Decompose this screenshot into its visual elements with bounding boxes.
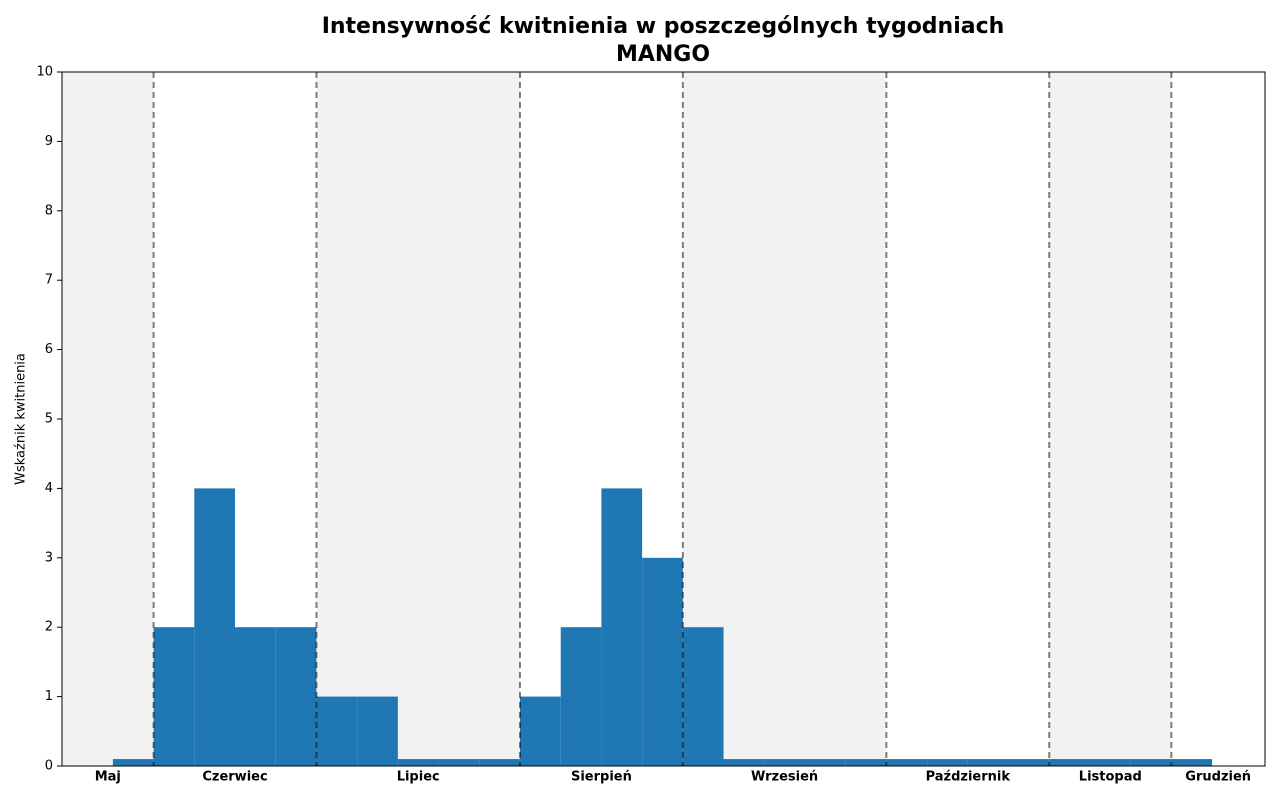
- month-band: [1049, 72, 1172, 766]
- y-tick-label: 10: [36, 65, 53, 80]
- bar: [886, 759, 928, 766]
- bar: [723, 759, 765, 766]
- bar: [845, 759, 887, 766]
- month-label: Październik: [926, 770, 1011, 785]
- y-tick-label: 6: [45, 342, 53, 357]
- month-label: Wrzesień: [751, 770, 818, 785]
- bar: [357, 696, 398, 766]
- bar: [764, 759, 805, 766]
- y-tick-label: 9: [45, 134, 53, 149]
- month-label: Grudzień: [1185, 770, 1251, 785]
- y-tick-label: 0: [45, 759, 53, 774]
- bar: [438, 759, 480, 766]
- bar: [479, 759, 520, 766]
- chart-subtitle: MANGO: [616, 42, 710, 67]
- bar: [235, 627, 276, 766]
- bar: [519, 696, 561, 766]
- bar: [560, 627, 602, 766]
- bar: [194, 488, 236, 766]
- bar: [804, 759, 846, 766]
- bar: [1171, 759, 1213, 766]
- bar: [275, 627, 317, 766]
- bar: [927, 759, 968, 766]
- bar: [153, 627, 195, 766]
- bar: [316, 696, 358, 766]
- bar: [112, 759, 154, 766]
- chart-title: Intensywność kwitnienia w poszczególnych…: [322, 14, 1005, 39]
- y-tick-label: 5: [45, 412, 53, 427]
- y-tick-label: 1: [45, 689, 53, 704]
- month-label: Lipiec: [397, 770, 440, 785]
- y-axis-label: Wskaźnik kwitnienia: [14, 353, 29, 485]
- month-label: Maj: [95, 770, 121, 785]
- bar: [642, 557, 683, 766]
- y-tick-label: 3: [45, 550, 53, 565]
- bar: [967, 759, 1009, 766]
- month-band: [62, 72, 154, 766]
- bar: [601, 488, 643, 766]
- y-tick-label: 4: [45, 481, 53, 496]
- plot-frame: [61, 71, 1266, 767]
- month-band: [316, 72, 520, 766]
- bar: [1089, 759, 1131, 766]
- bar: [397, 759, 439, 766]
- y-tick-label: 2: [45, 620, 53, 635]
- bar: [1049, 759, 1090, 766]
- month-label: Czerwiec: [202, 770, 267, 785]
- month-label: Sierpień: [571, 770, 632, 785]
- month-label: Listopad: [1079, 770, 1142, 785]
- y-tick-label: 7: [45, 273, 53, 288]
- bar: [1008, 759, 1050, 766]
- y-tick-label: 8: [45, 203, 53, 218]
- bar: [1130, 759, 1172, 766]
- bar: [682, 627, 724, 766]
